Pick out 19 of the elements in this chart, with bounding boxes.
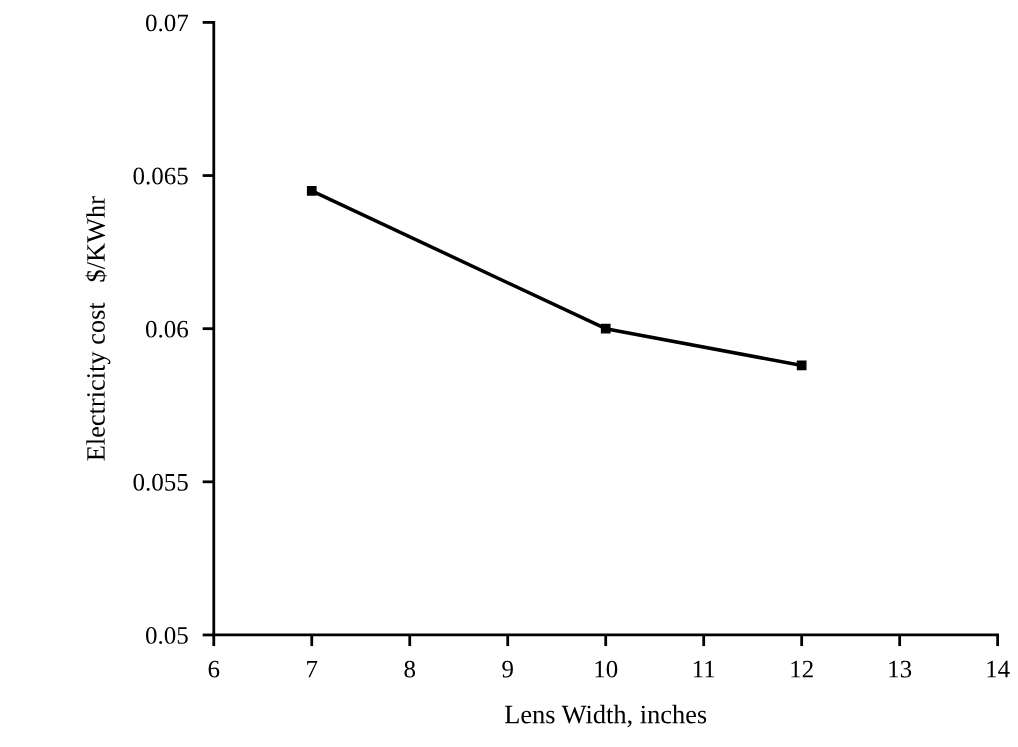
- x-tick-label: 14: [987, 660, 1010, 678]
- x-tick-label: 13: [889, 660, 912, 678]
- x-tick-label: 7: [307, 660, 318, 678]
- y-tick-label: 0.07: [145, 14, 189, 32]
- y-tick-label: 0.05: [145, 627, 188, 644]
- x-tick-label: 9: [502, 660, 513, 678]
- x-tick-label: 10: [595, 660, 618, 678]
- y-axis-title: Electricity cost $/KWhr: [85, 196, 111, 461]
- x-tick-label: 11: [693, 660, 715, 678]
- y-tick-label: 0.06: [145, 320, 189, 338]
- y-tick-label: 0.065: [133, 167, 188, 185]
- point: [600, 323, 611, 334]
- point: [796, 360, 807, 371]
- x-axis-title: Lens Width, inches: [504, 704, 707, 728]
- y-tick-label: 0.055: [133, 473, 188, 491]
- x-tick-label: 6: [208, 660, 220, 678]
- x-tick-label: 8: [404, 660, 416, 678]
- x-tick-label: 12: [791, 660, 813, 678]
- point: [306, 185, 317, 196]
